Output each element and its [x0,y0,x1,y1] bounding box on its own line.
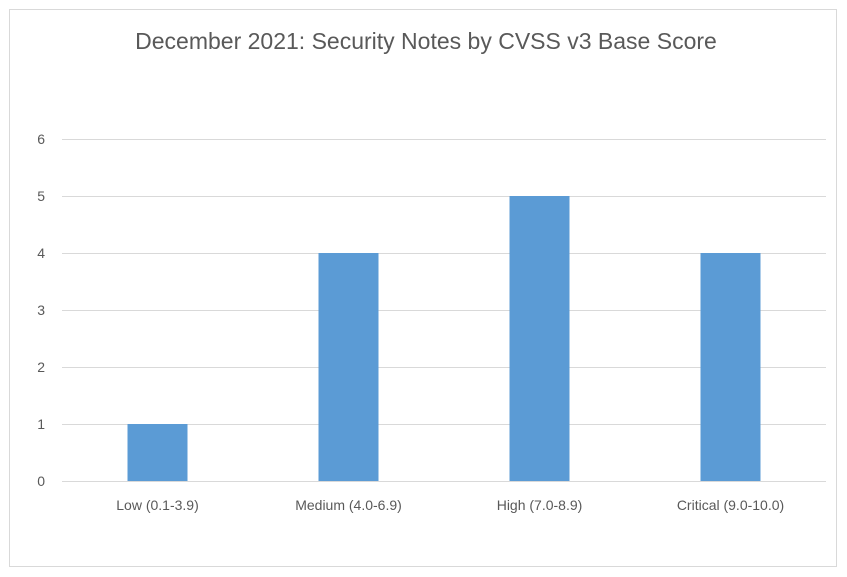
bar-1 [318,253,379,481]
bars [127,196,761,481]
y-tick-label: 6 [37,131,45,147]
gridlines [62,139,826,482]
y-tick-label: 2 [37,359,45,375]
x-category-label: Critical (9.0-10.0) [677,497,784,513]
y-tick-label: 0 [37,473,45,489]
chart-title: December 2021: Security Notes by CVSS v3… [135,28,717,54]
y-axis-ticks: 0 1 2 3 4 5 6 [37,131,45,489]
y-tick-label: 3 [37,302,45,318]
bar-2 [509,196,570,481]
y-tick-label: 5 [37,188,45,204]
bar-0 [127,424,188,481]
y-tick-label: 4 [37,245,45,261]
x-axis-categories: Low (0.1-3.9) Medium (4.0-6.9) High (7.0-8… [116,497,784,513]
x-category-label: Low (0.1-3.9) [116,497,198,513]
x-category-label: High (7.0-8.9) [497,497,583,513]
x-category-label: Medium (4.0-6.9) [295,497,402,513]
bar-3 [700,253,761,481]
y-tick-label: 1 [37,416,45,432]
